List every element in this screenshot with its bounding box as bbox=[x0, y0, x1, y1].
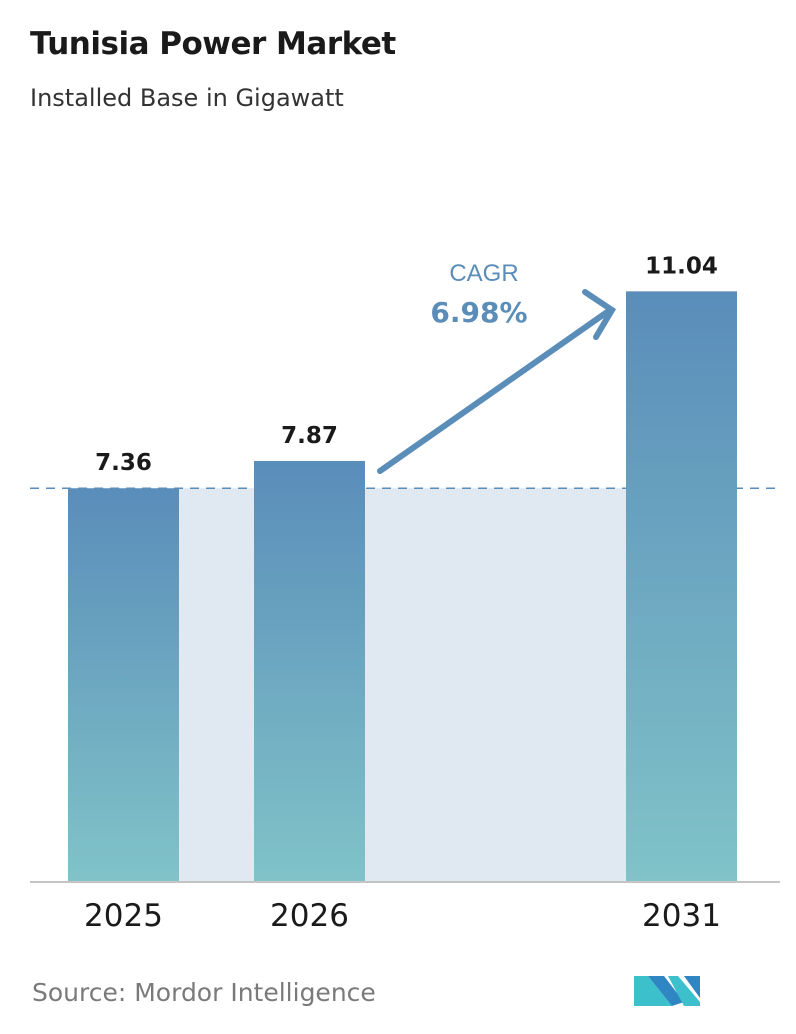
bar-2025 bbox=[68, 488, 179, 882]
chart-title: Tunisia Power Market bbox=[30, 26, 396, 62]
mordor-intelligence-logo bbox=[634, 976, 700, 1006]
cagr-value: 6.98% bbox=[430, 296, 527, 329]
chart-subtitle: Installed Base in Gigawatt bbox=[30, 84, 344, 112]
value-label: 7.36 bbox=[95, 450, 152, 476]
value-label: 7.87 bbox=[281, 423, 338, 449]
bar-2031 bbox=[626, 291, 737, 882]
cagr-arrow-icon bbox=[377, 289, 617, 474]
cagr-label: CAGR bbox=[449, 260, 518, 287]
bar-2026 bbox=[254, 460, 365, 882]
growth-band bbox=[179, 488, 254, 882]
x-tick-label: 2031 bbox=[642, 898, 721, 934]
bar-chart: 7.36 2025 7.87 2026 11.04 2031 CAGR 6.98% bbox=[30, 253, 780, 934]
x-tick-label: 2025 bbox=[84, 898, 163, 934]
value-label: 11.04 bbox=[645, 253, 718, 279]
cagr-annotation: CAGR 6.98% bbox=[377, 260, 617, 474]
growth-band bbox=[365, 488, 626, 882]
source-credit: Source: Mordor Intelligence bbox=[32, 978, 376, 1007]
x-tick-label: 2026 bbox=[270, 898, 349, 934]
